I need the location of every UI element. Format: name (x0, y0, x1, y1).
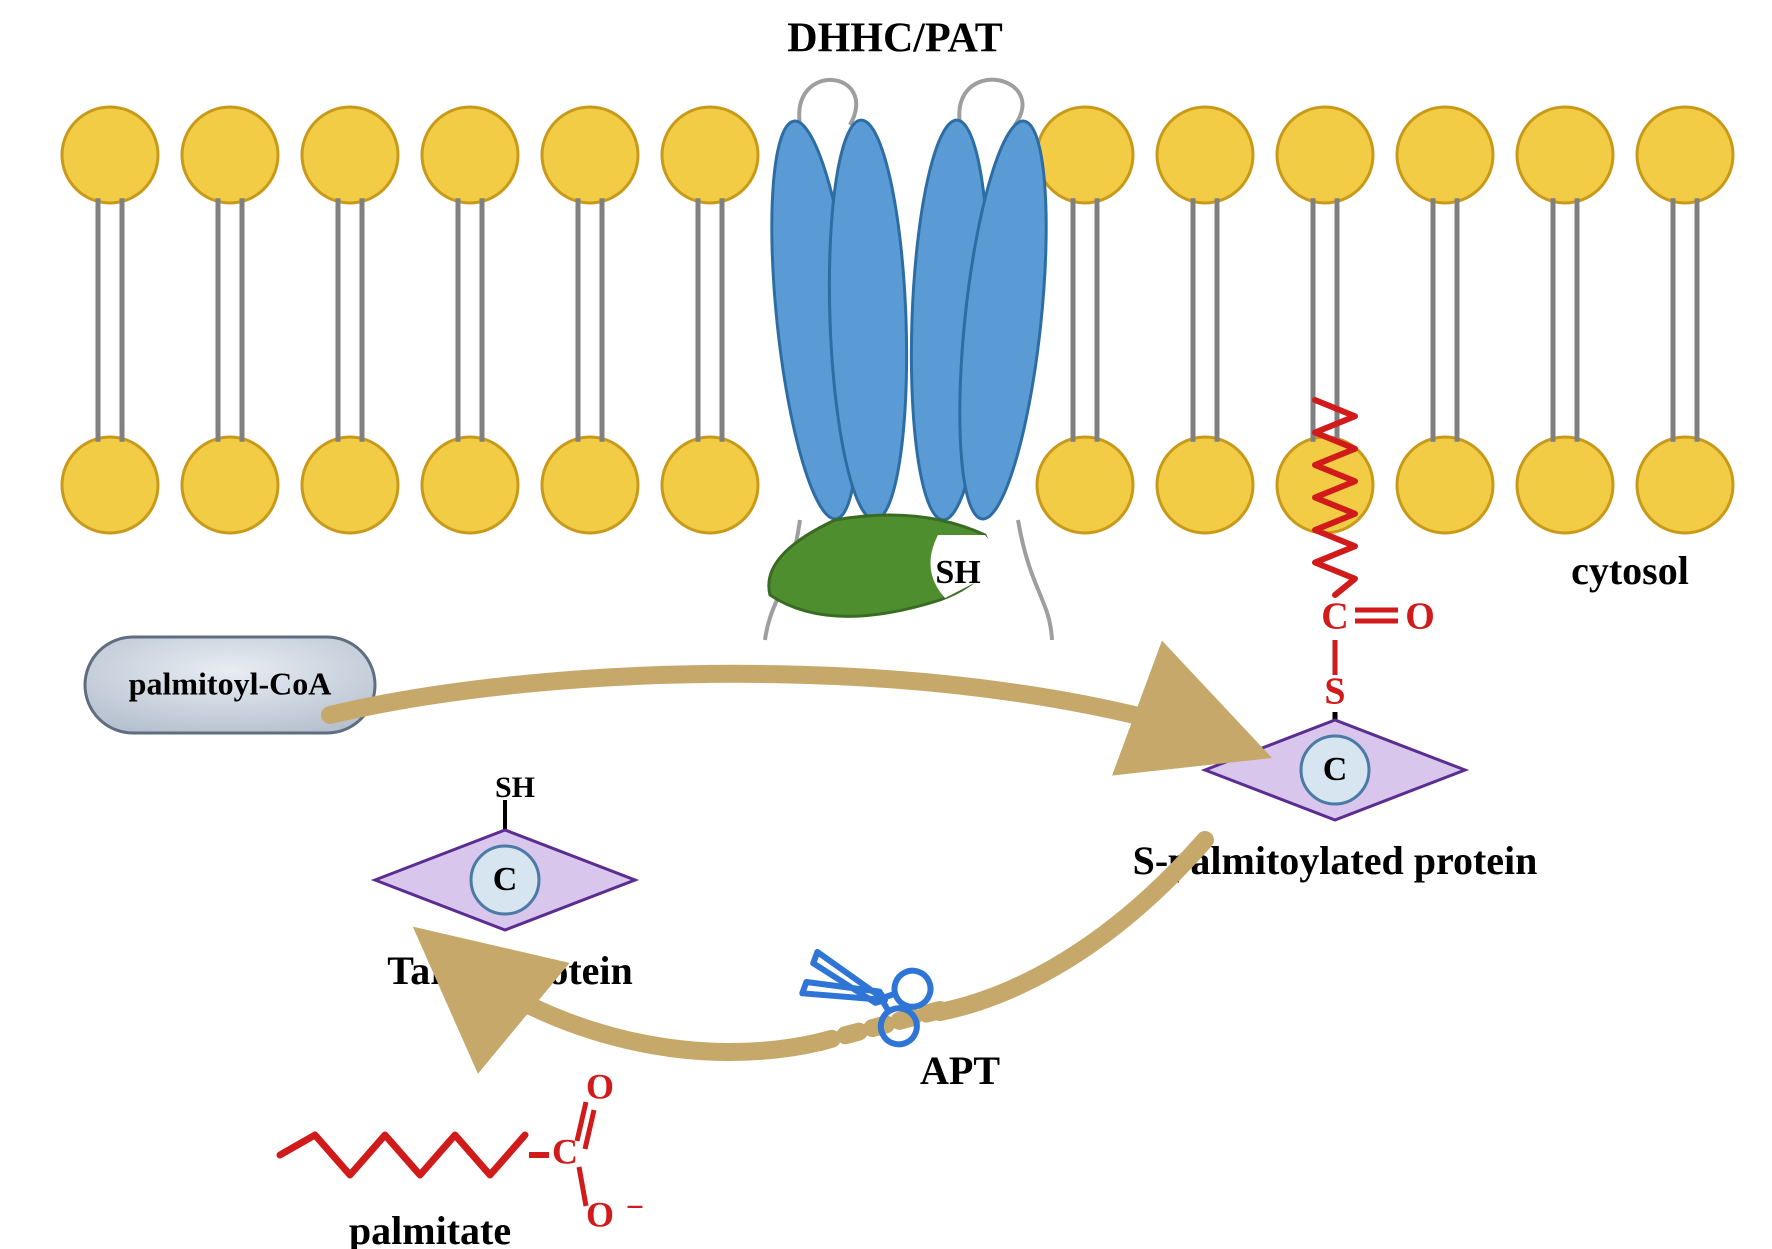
palmitate-o-bot: O (586, 1194, 614, 1234)
palmitoyl-coa-label: palmitoyl-CoA (129, 665, 332, 701)
lipid-head (1037, 437, 1133, 533)
palmitate-chain (280, 1135, 525, 1175)
lipid-head (182, 107, 278, 203)
lipid-head (1277, 107, 1373, 203)
target-sh-label: SH (495, 771, 535, 804)
lipid-head (662, 107, 758, 203)
lipid-head (1517, 107, 1613, 203)
palmitate-c: C (552, 1131, 578, 1171)
cytosol-label: cytosol (1571, 548, 1689, 593)
palmitate-co-single (579, 1167, 586, 1206)
lipid-head (1517, 437, 1613, 533)
lipid-head (1157, 437, 1253, 533)
lipid-head (302, 107, 398, 203)
apt-label: APT (920, 1048, 1000, 1093)
dhhc-label: DHHC/PAT (787, 16, 1002, 62)
lipid-head (1397, 437, 1493, 533)
palmitoylation-arrow (330, 674, 1245, 748)
dhhc-tail (1018, 520, 1052, 640)
lipid-head (1397, 107, 1493, 203)
thioester-c: C (1321, 596, 1348, 638)
palmitate-o-top: O (586, 1066, 614, 1106)
lipid-head (1157, 107, 1253, 203)
lipid-head (1277, 437, 1373, 533)
palmitate-minus: − (626, 1188, 644, 1224)
lipid-head (542, 437, 638, 533)
lipid-head (422, 437, 518, 533)
lipid-head (662, 437, 758, 533)
lipid-head (1637, 437, 1733, 533)
palmitate-label: palmitate (349, 1208, 511, 1249)
thioester-s: S (1324, 671, 1345, 713)
palmitoylated-protein-cys-label: C (1323, 751, 1348, 788)
dhhc-loop (799, 80, 856, 125)
palmitate-co-dbl (585, 1110, 594, 1149)
dhhc-sh-label: SH (935, 554, 980, 591)
lipid-head (542, 107, 638, 203)
lipid-head (302, 437, 398, 533)
lipid-head (182, 437, 278, 533)
dhhc-loop (959, 80, 1022, 125)
thioester-o: O (1405, 596, 1435, 638)
target-protein-cys-label: C (493, 861, 518, 898)
lipid-head (1037, 107, 1133, 203)
palmitate-co-dbl (577, 1102, 586, 1141)
lipid-head (62, 437, 158, 533)
lipid-head (1637, 107, 1733, 203)
lipid-head (422, 107, 518, 203)
lipid-head (62, 107, 158, 203)
